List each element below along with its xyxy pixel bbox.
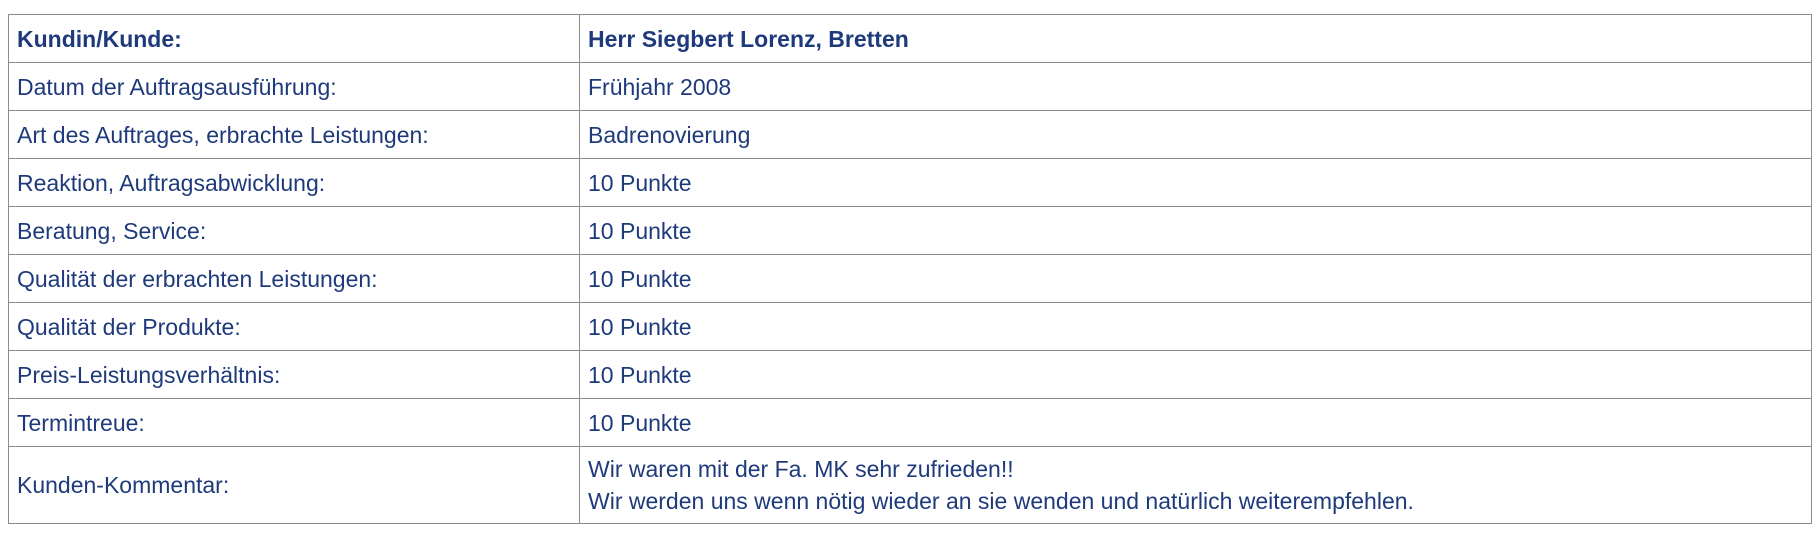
row-label: Beratung, Service: <box>8 206 580 255</box>
table-row: Preis-Leistungsverhältnis: 10 Punkte <box>8 350 1812 399</box>
table-row-comment: Kunden-Kommentar: Wir waren mit der Fa. … <box>8 446 1812 524</box>
row-value: 10 Punkte <box>579 398 1812 447</box>
row-value: 10 Punkte <box>579 158 1812 207</box>
table-row: Qualität der Produkte: 10 Punkte <box>8 302 1812 351</box>
customer-review-table: Kundin/Kunde: Herr Siegbert Lorenz, Bret… <box>8 14 1812 524</box>
row-value: 10 Punkte <box>579 206 1812 255</box>
comment-line: Wir waren mit der Fa. MK sehr zufrieden!… <box>588 456 1014 482</box>
comment-line: Wir werden uns wenn nötig wieder an sie … <box>588 488 1414 514</box>
row-label: Termintreue: <box>8 398 580 447</box>
table-row: Beratung, Service: 10 Punkte <box>8 206 1812 255</box>
table-row: Reaktion, Auftragsabwicklung: 10 Punkte <box>8 158 1812 207</box>
row-label: Datum der Auftragsausführung: <box>8 62 580 111</box>
comment-text: Wir waren mit der Fa. MK sehr zufrieden!… <box>579 446 1812 524</box>
table-row: Termintreue: 10 Punkte <box>8 398 1812 447</box>
row-value: Frühjahr 2008 <box>579 62 1812 111</box>
table-row: Qualität der erbrachten Leistungen: 10 P… <box>8 254 1812 303</box>
row-value: Badrenovierung <box>579 110 1812 159</box>
row-value: 10 Punkte <box>579 254 1812 303</box>
row-label: Reaktion, Auftragsabwicklung: <box>8 158 580 207</box>
row-value: 10 Punkte <box>579 350 1812 399</box>
customer-label: Kundin/Kunde: <box>8 14 580 63</box>
row-value: 10 Punkte <box>579 302 1812 351</box>
row-label: Preis-Leistungsverhältnis: <box>8 350 580 399</box>
row-label: Art des Auftrages, erbrachte Leistungen: <box>8 110 580 159</box>
comment-label: Kunden-Kommentar: <box>8 446 580 524</box>
table-row: Art des Auftrages, erbrachte Leistungen:… <box>8 110 1812 159</box>
customer-name: Herr Siegbert Lorenz, Bretten <box>579 14 1812 63</box>
table-row: Datum der Auftragsausführung: Frühjahr 2… <box>8 62 1812 111</box>
row-label: Qualität der Produkte: <box>8 302 580 351</box>
table-row-customer: Kundin/Kunde: Herr Siegbert Lorenz, Bret… <box>8 14 1812 63</box>
row-label: Qualität der erbrachten Leistungen: <box>8 254 580 303</box>
